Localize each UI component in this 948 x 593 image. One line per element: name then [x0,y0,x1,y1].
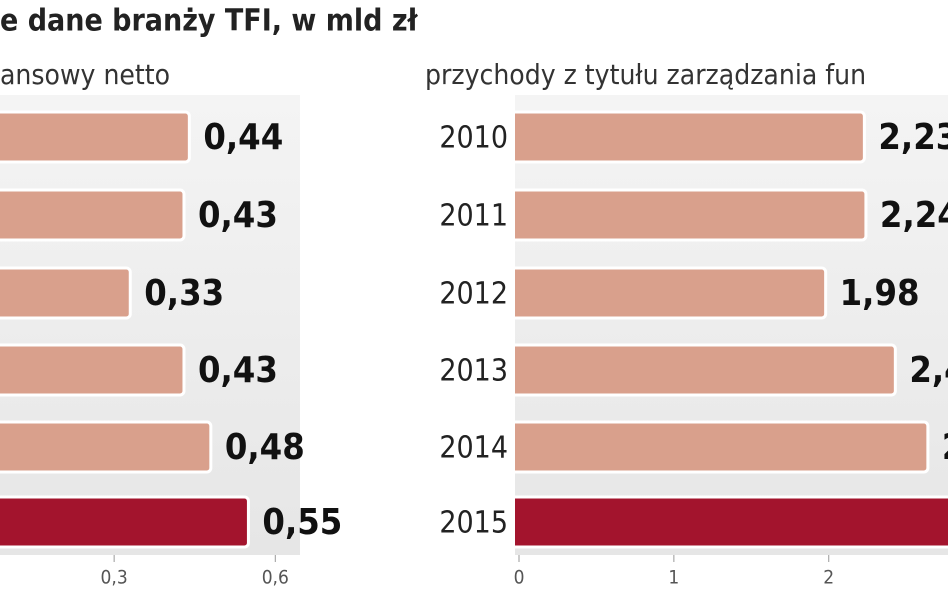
value-label: 0,43 [198,195,278,236]
bars [515,110,948,549]
value-label: 0,55 [262,502,342,543]
bar [0,110,191,164]
bar [515,343,897,397]
x-tick-label: 0,3 [101,567,128,589]
x-tick-label: 0,6 [262,567,289,589]
bar [0,495,250,549]
panel-background [515,95,948,555]
value-label: 0,48 [225,427,305,468]
y-tick-label: 2013 [439,354,508,389]
bar [515,420,930,474]
value-label: 2 [942,427,948,468]
bar [515,110,866,164]
bar [0,420,213,474]
bar [0,343,186,397]
bar [515,495,948,549]
value-label: 2,24 [880,195,948,236]
y-tick-label: 2011 [439,199,508,234]
x-tick-label: 1 [668,567,679,589]
value-label: 2,4 [909,350,948,391]
y-tick-label: 2014 [439,431,508,466]
y-tick-label: 2010 [439,121,508,156]
bar [0,266,132,320]
chart-title: e dane branży TFI, w mld zł [0,4,419,39]
y-tick-label: 2012 [439,277,508,312]
value-label: 1,98 [840,273,920,314]
bar [515,188,868,242]
value-label: 0,33 [144,273,224,314]
panel-subtitle: ansowy netto [0,58,170,91]
value-label: 0,43 [198,350,278,391]
panel-subtitle: przychody z tytułu zarządzania fun [425,58,866,91]
x-tick-label: 0 [514,567,525,589]
bar [0,188,186,242]
panel-background [0,95,300,555]
value-label: 0,44 [203,117,283,158]
bars [0,110,250,549]
value-label: 2,23 [878,117,948,158]
y-tick-label: 2015 [439,506,508,541]
bar [515,266,828,320]
x-tick-label: 2 [823,567,834,589]
